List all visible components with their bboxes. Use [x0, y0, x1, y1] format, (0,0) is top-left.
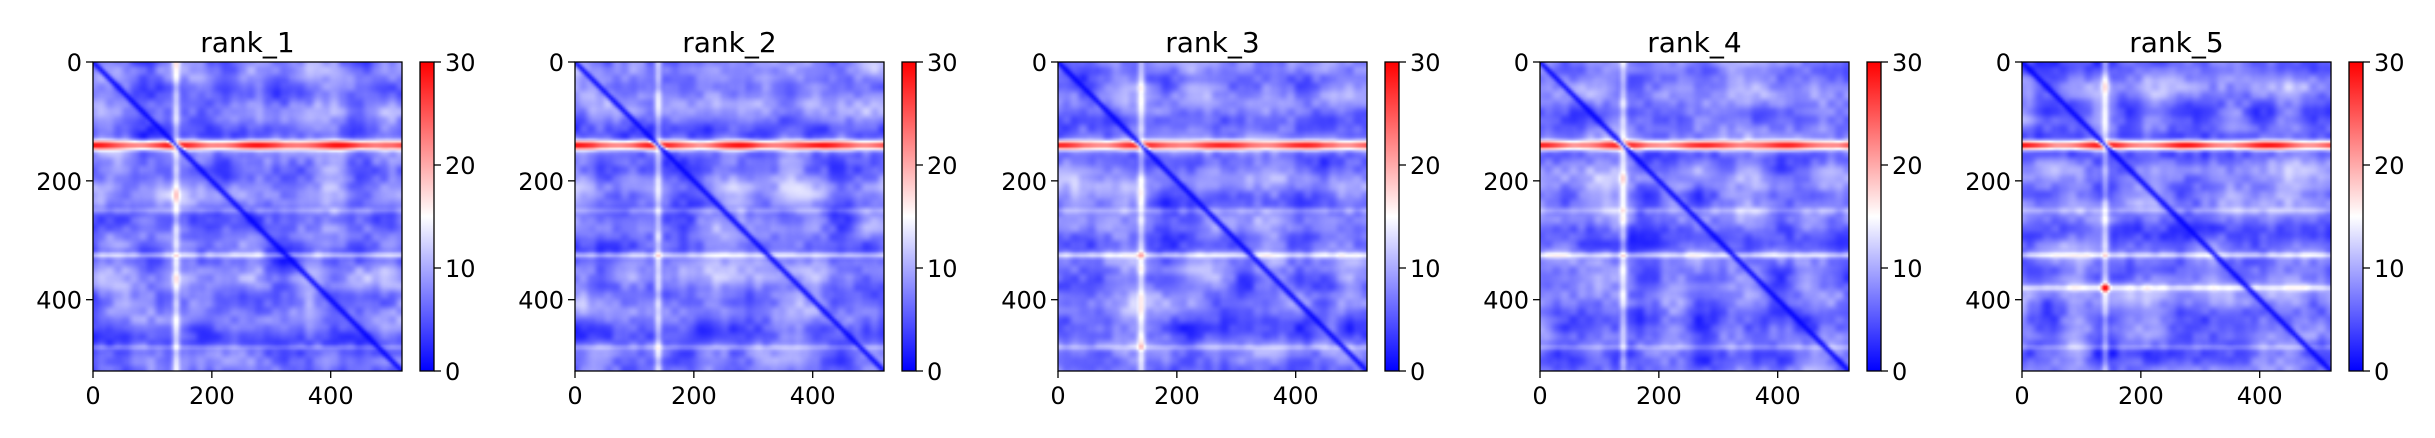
subplot-1: rank_1 0 200 400 0 200 400 0 10 20 30: [36, 26, 475, 410]
chart-title: rank_3: [1165, 26, 1259, 59]
colorbar-tick-label: 20: [927, 152, 958, 180]
y-tick-label: 0: [1996, 49, 2011, 77]
y-tick-label: 400: [1483, 287, 1529, 315]
colorbar-tick-label: 20: [445, 152, 476, 180]
colorbar-tick-label: 0: [445, 358, 460, 386]
colorbar-tick-label: 10: [1410, 255, 1441, 283]
heatmap-image: [1540, 62, 1849, 371]
y-tick-label: 400: [518, 287, 564, 315]
colorbar-tick-label: 20: [1410, 152, 1441, 180]
x-tick-label: 0: [85, 382, 100, 410]
subplot-4: rank_4 0 200 400 0 200 400 0 10 20 30: [1483, 26, 1922, 410]
heatmap-image: [93, 62, 402, 371]
x-tick-label: 0: [567, 382, 582, 410]
x-tick-label: 200: [1636, 382, 1682, 410]
x-tick-label: 200: [1154, 382, 1200, 410]
y-tick-label: 200: [1001, 168, 1047, 196]
x-tick-label: 200: [189, 382, 235, 410]
colorbar: [1385, 62, 1399, 371]
subplot-3: rank_3 0 200 400 0 200 400 0 10 20 30: [1001, 26, 1440, 410]
colorbar-tick-label: 30: [2374, 49, 2405, 77]
colorbar-tick-label: 30: [1410, 49, 1441, 77]
colorbar-tick-label: 0: [927, 358, 942, 386]
y-tick-label: 0: [1514, 49, 1529, 77]
x-tick-label: 200: [671, 382, 717, 410]
x-tick-label: 200: [2118, 382, 2164, 410]
y-tick-label: 400: [1001, 287, 1047, 315]
colorbar: [902, 62, 916, 371]
x-tick-label: 400: [1755, 382, 1801, 410]
x-tick-label: 400: [790, 382, 836, 410]
x-tick-label: 400: [308, 382, 354, 410]
colorbar-tick-label: 10: [445, 255, 476, 283]
y-tick-label: 0: [549, 49, 564, 77]
y-tick-label: 200: [1483, 168, 1529, 196]
colorbar-tick-label: 10: [1892, 255, 1923, 283]
chart-title: rank_5: [2129, 26, 2223, 59]
colorbar: [2349, 62, 2363, 371]
chart-title: rank_1: [200, 26, 294, 59]
heatmap-image: [575, 62, 884, 371]
y-tick-label: 400: [1965, 287, 2011, 315]
colorbar-tick-label: 0: [1892, 358, 1907, 386]
colorbar: [420, 62, 434, 371]
colorbar-tick-label: 30: [927, 49, 958, 77]
colorbar-tick-label: 20: [2374, 152, 2405, 180]
subplot-2: rank_2 0 200 400 0 200 400 0 10 20 30: [518, 26, 957, 410]
colorbar-tick-label: 0: [2374, 358, 2389, 386]
y-tick-label: 0: [67, 49, 82, 77]
colorbar-tick-label: 0: [1410, 358, 1425, 386]
chart-title: rank_2: [682, 26, 776, 59]
x-tick-label: 400: [2237, 382, 2283, 410]
heatmap-image: [2022, 62, 2331, 371]
colorbar-tick-label: 20: [1892, 152, 1923, 180]
colorbar: [1867, 62, 1881, 371]
chart-title: rank_4: [1647, 26, 1741, 59]
x-tick-label: 0: [1532, 382, 1547, 410]
colorbar-tick-label: 30: [1892, 49, 1923, 77]
colorbar-tick-label: 10: [927, 255, 958, 283]
heatmap-image: [1058, 62, 1367, 371]
y-tick-label: 400: [36, 287, 82, 315]
y-tick-label: 200: [518, 168, 564, 196]
x-tick-label: 400: [1273, 382, 1319, 410]
y-tick-label: 200: [1965, 168, 2011, 196]
subplot-5: rank_5 0 200 400 0 200 400 0 10 20 30: [1965, 26, 2404, 410]
x-tick-label: 0: [1050, 382, 1065, 410]
x-tick-label: 0: [2014, 382, 2029, 410]
y-tick-label: 0: [1032, 49, 1047, 77]
y-tick-label: 200: [36, 168, 82, 196]
colorbar-tick-label: 10: [2374, 255, 2405, 283]
colorbar-tick-label: 30: [445, 49, 476, 77]
